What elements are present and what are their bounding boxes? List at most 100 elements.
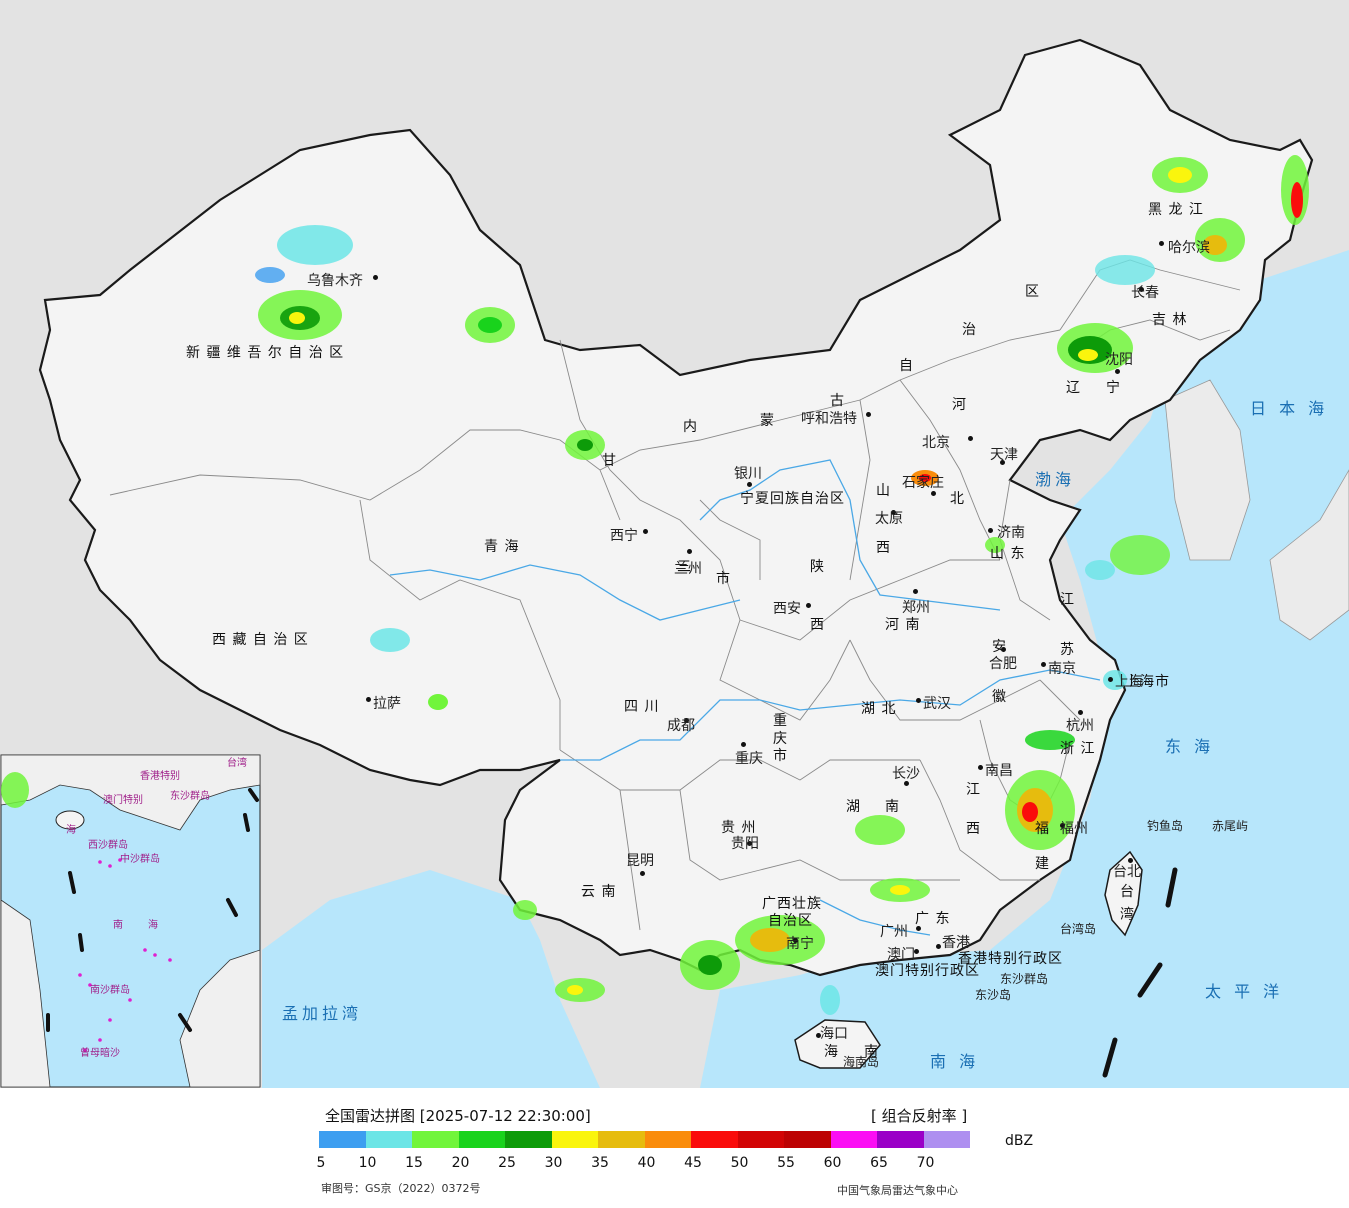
city-marker	[988, 528, 993, 533]
province-label: 市	[773, 748, 788, 764]
approval-number: 审图号：GS京（2022）0372号	[321, 1182, 481, 1195]
province-label: 庆	[773, 731, 788, 747]
radar-echoes	[255, 155, 1309, 1015]
province-label: 广西壮族	[762, 896, 822, 912]
city-marker	[643, 529, 648, 534]
city-marker	[687, 549, 692, 554]
city-label: 昆明	[626, 853, 654, 869]
city-label: 南昌	[985, 763, 1013, 779]
province-label: 西	[966, 821, 981, 837]
product-name: [ 组合反射率 ]	[871, 1107, 968, 1125]
island-label: 东沙岛	[975, 988, 1012, 1002]
inset-label: 海	[66, 825, 76, 836]
city-label: 哈尔滨	[1168, 240, 1210, 256]
province-label: 建	[1035, 856, 1050, 872]
city-label: 郑州	[902, 600, 930, 616]
sea-label: 东 海	[1165, 737, 1215, 756]
province-label: 湖 北	[861, 701, 897, 717]
city-label: 广州	[880, 924, 908, 940]
province-label: 新 疆 维 吾 尔 自 治 区	[186, 345, 345, 361]
color-scale-tick: 60	[823, 1155, 842, 1171]
inset-label: 南	[113, 920, 123, 931]
city-label: 济南	[997, 525, 1025, 541]
city-label: 贵阳	[731, 836, 759, 852]
color-scale-tick: 70	[916, 1155, 935, 1171]
city-marker	[904, 781, 909, 786]
province-label: 自治区	[768, 913, 813, 929]
province-label: 自	[899, 358, 914, 374]
city-marker	[1108, 677, 1113, 682]
city-marker	[866, 412, 871, 417]
city-label: 澳门	[887, 947, 915, 963]
inset-label: 东沙群岛	[170, 791, 210, 802]
city-marker	[913, 589, 918, 594]
city-marker	[968, 436, 973, 441]
province-label: 台	[1120, 884, 1135, 900]
city-marker	[793, 938, 798, 943]
city-marker	[747, 482, 752, 487]
city-marker	[931, 491, 936, 496]
sea-label: 孟加拉湾	[282, 1004, 363, 1023]
province-label: 苏	[1060, 642, 1075, 658]
province-label: 西	[810, 617, 825, 633]
city-marker	[806, 603, 811, 608]
city-label: 重庆	[735, 751, 763, 767]
color-scale-cell	[877, 1131, 924, 1148]
city-marker	[747, 841, 752, 846]
color-scale-tick: 20	[451, 1155, 470, 1171]
radar-map[interactable]: 乌鲁木齐 拉萨 西宁 兰州 银川 呼和浩特 北京 天津 石家庄 太原 济南 西安 郑州 成都 重庆 武汉 合肥南…	[0, 0, 1349, 1088]
city-label: 兰州	[674, 561, 702, 577]
city-label: 杭州	[1066, 718, 1094, 734]
inset-label: 中沙群岛	[120, 854, 160, 865]
color-scale-cell	[412, 1131, 459, 1148]
city-label: 北京	[922, 435, 950, 451]
province-label: 香港特别行政区	[958, 951, 1063, 967]
province-label: 甘	[602, 453, 617, 469]
color-scale-tick: 35	[591, 1155, 609, 1171]
city-marker	[741, 742, 746, 747]
inset-label: 曾母暗沙	[80, 1048, 120, 1059]
province-label: 西	[876, 540, 891, 556]
island-label: 海南岛	[843, 1055, 880, 1069]
color-scale-tick: 25	[498, 1155, 516, 1171]
city-marker	[891, 510, 896, 515]
city-marker	[366, 697, 371, 702]
city-marker	[1159, 241, 1164, 246]
unit-label: dBZ	[1005, 1133, 1034, 1149]
taiwan-island	[1104, 850, 1143, 937]
city-label: 石家庄	[902, 475, 944, 491]
island-label: 赤尾屿	[1212, 819, 1249, 833]
credit-text: 中国气象局雷达气象中心	[837, 1184, 958, 1197]
city-label: 海口	[820, 1026, 848, 1042]
color-scale-tick: 15	[405, 1155, 423, 1171]
province-label: 黑 龙 江	[1148, 202, 1204, 218]
city-marker	[1001, 647, 1006, 652]
province-label: 辽	[1066, 380, 1081, 396]
province-label: 福	[1035, 821, 1050, 837]
city-label: 长沙	[892, 766, 920, 782]
city-marker	[914, 949, 919, 954]
city-marker	[916, 698, 921, 703]
color-scale-cell	[598, 1131, 645, 1148]
province-label: 区	[1025, 284, 1040, 300]
province-label: 内	[683, 419, 698, 435]
south-china-sea-inset	[0, 754, 261, 1088]
color-scale-tick: 5	[316, 1155, 326, 1171]
city-marker	[1000, 460, 1005, 465]
province-label: 三	[677, 559, 692, 575]
island-label: 东沙群岛	[1000, 972, 1049, 986]
color-scale-tick: 30	[544, 1155, 563, 1171]
province-label: 宁夏回族自治区	[740, 491, 845, 507]
city-label: 西宁	[610, 528, 638, 544]
sea-label: 南 海	[930, 1052, 980, 1071]
inset-label: 香港特别	[140, 771, 180, 782]
city-label: 呼和浩特	[801, 411, 857, 427]
city-label: 台北	[1113, 864, 1141, 880]
inset-label: 海	[148, 920, 158, 931]
boundary-dashes	[1102, 867, 1178, 1078]
color-scale-tick: 10	[358, 1155, 377, 1171]
province-label: 四 川	[624, 699, 660, 715]
bay-of-bengal	[262, 870, 600, 1088]
island-label: 钓鱼岛	[1147, 819, 1184, 833]
color-scale-cell	[737, 1131, 784, 1148]
